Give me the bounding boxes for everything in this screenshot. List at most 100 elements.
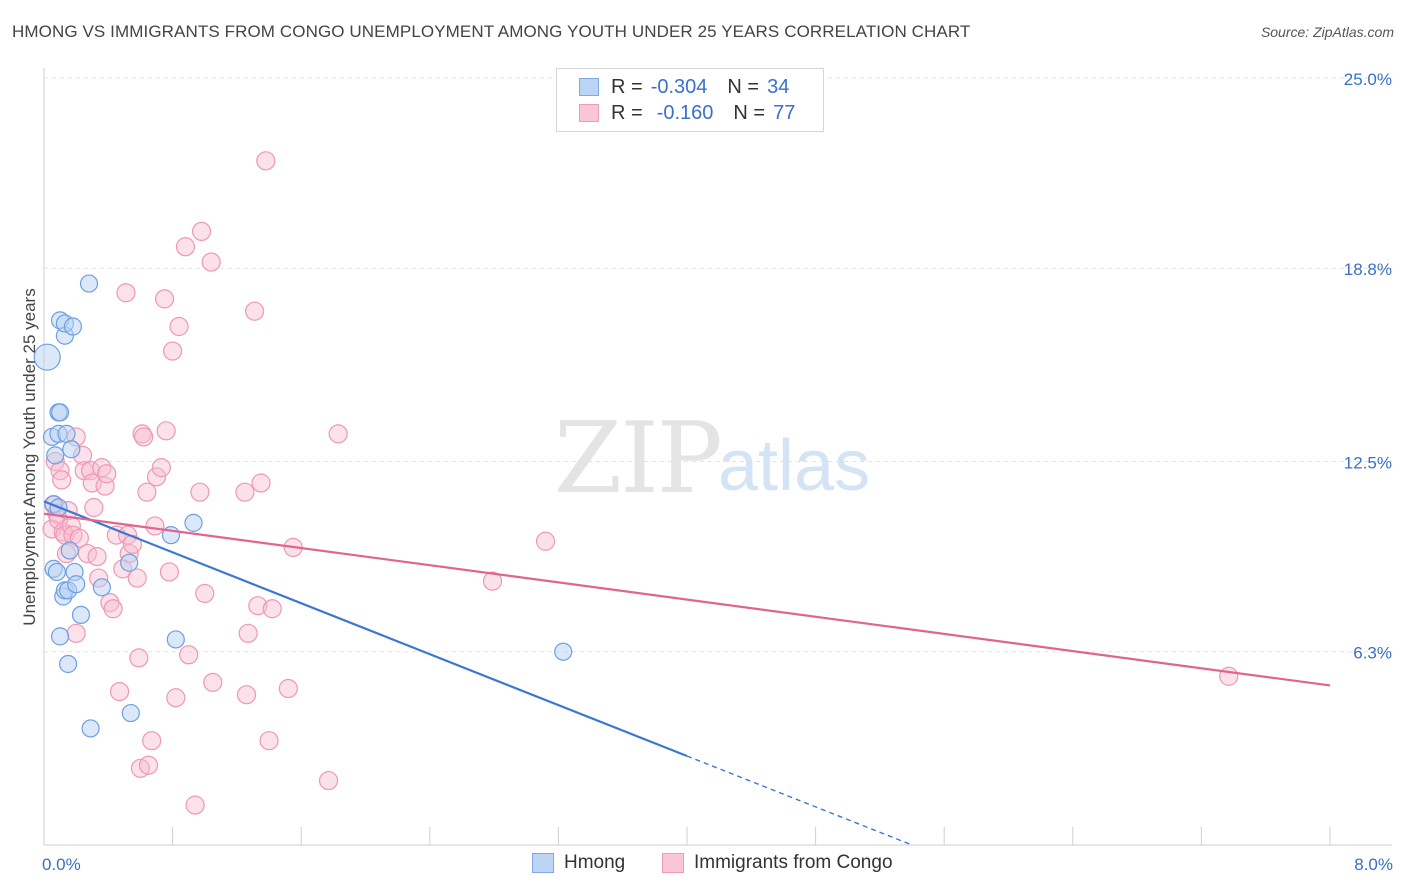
hmong-point [71, 605, 91, 625]
hmong-point [57, 424, 76, 443]
hmong-point [121, 703, 140, 723]
congo-point [151, 458, 171, 478]
hmong-point [92, 578, 111, 597]
congo-point [190, 482, 210, 502]
x-tick-label: 0.0% [42, 855, 81, 874]
congo-point [244, 301, 265, 321]
congo-point [482, 571, 503, 591]
bottom-legend-congo: Immigrants from Congo [662, 852, 893, 874]
congo-trendline [43, 512, 1331, 687]
legend-r-value: -0.304 [650, 75, 708, 98]
hmong-point [62, 440, 81, 459]
y-tick-label: 25.0% [1344, 70, 1392, 89]
hmong-point [67, 575, 86, 594]
congo-point [163, 341, 183, 361]
congo-point [84, 497, 104, 518]
bottom-swatch-congo [662, 853, 684, 873]
congo-point [195, 583, 215, 604]
hmong-trendline-extension [686, 755, 913, 846]
congo-point [66, 623, 86, 643]
hmong-point [63, 317, 83, 336]
legend-n-label: N = [733, 101, 766, 124]
gridlines [44, 77, 1392, 653]
congo-point [203, 672, 223, 692]
congo-point [238, 623, 258, 643]
legend-r-value: -0.160 [656, 101, 714, 124]
congo-point [138, 755, 159, 775]
congo-point [97, 464, 117, 484]
congo-point [159, 562, 179, 582]
hmong-point [120, 553, 139, 572]
legend-swatch-hmong [579, 78, 599, 96]
hmong-point [184, 513, 203, 532]
legend-r-label: R = [611, 101, 643, 124]
watermark: ZIP atlas [554, 402, 870, 516]
y-tick-label: 12.5% [1344, 454, 1392, 473]
congo-point [81, 461, 101, 481]
legend-r-label: R = [611, 75, 643, 98]
congo-point [169, 316, 189, 337]
hmong-point [46, 446, 65, 465]
congo-point [52, 470, 72, 490]
congo-point [251, 473, 271, 493]
hmong-point [60, 541, 79, 560]
congo-point [201, 252, 221, 272]
congo-point [154, 289, 175, 309]
congo-point [535, 531, 556, 551]
bottom-swatch-hmong [532, 853, 554, 873]
congo-point [145, 516, 165, 536]
y-tick-label: 18.8% [1344, 260, 1392, 279]
hmong-point [81, 719, 100, 738]
hmong-points [33, 274, 573, 738]
watermark-atlas: atlas [718, 426, 870, 506]
congo-point [166, 688, 186, 708]
congo-point [248, 596, 268, 616]
congo-point [69, 528, 89, 548]
congo-point [236, 685, 257, 705]
hmong-point [166, 630, 185, 649]
legend-n-value: 34 [767, 75, 790, 98]
hmong-trendline [43, 500, 688, 758]
congo-point [134, 427, 154, 447]
congo-point [132, 424, 152, 444]
congo-point [259, 731, 279, 751]
source-label: Source: ZipAtlas.com [1260, 24, 1394, 40]
axes [43, 68, 1392, 846]
hmong-point [50, 627, 70, 646]
hmong-point [50, 403, 70, 422]
legend-n-value: 77 [773, 101, 796, 124]
congo-point [142, 731, 162, 751]
congo-point [318, 770, 339, 791]
bottom-legend-label: Hmong [564, 852, 626, 873]
legend-row-congo: R = -0.160 N = 77 [579, 100, 795, 126]
hmong-point [554, 642, 573, 661]
bottom-legend-label: Immigrants from Congo [694, 852, 893, 873]
hmong-point [33, 343, 61, 371]
congo-point [109, 681, 130, 702]
congo-point [191, 221, 212, 241]
congo-point [146, 467, 167, 487]
congo-point [262, 599, 282, 619]
congo-point [129, 648, 149, 668]
congo-point [175, 237, 196, 257]
bottom-legend-hmong: Hmong [532, 852, 625, 874]
congo-point [95, 476, 115, 496]
congo-point [235, 482, 255, 502]
trendlines [43, 500, 1331, 846]
congo-point [179, 645, 199, 665]
congo-point [1219, 666, 1239, 686]
congo-point [116, 283, 136, 303]
legend-box: R = -0.304 N = 34 R = -0.160 N = 77 [556, 68, 824, 132]
congo-point [87, 547, 107, 567]
chart-title: HMONG VS IMMIGRANTS FROM CONGO UNEMPLOYM… [12, 22, 971, 41]
congo-point [185, 795, 205, 815]
congo-point [156, 421, 176, 441]
congo-point [328, 424, 348, 444]
x-tick-label: 8.0% [1354, 855, 1393, 874]
hmong-point [59, 654, 78, 674]
congo-point [103, 599, 123, 619]
congo-point [278, 678, 298, 699]
y-axis-label: Unemployment Among Youth under 25 years [20, 288, 39, 625]
legend-row-hmong: R = -0.304 N = 34 [579, 74, 789, 100]
